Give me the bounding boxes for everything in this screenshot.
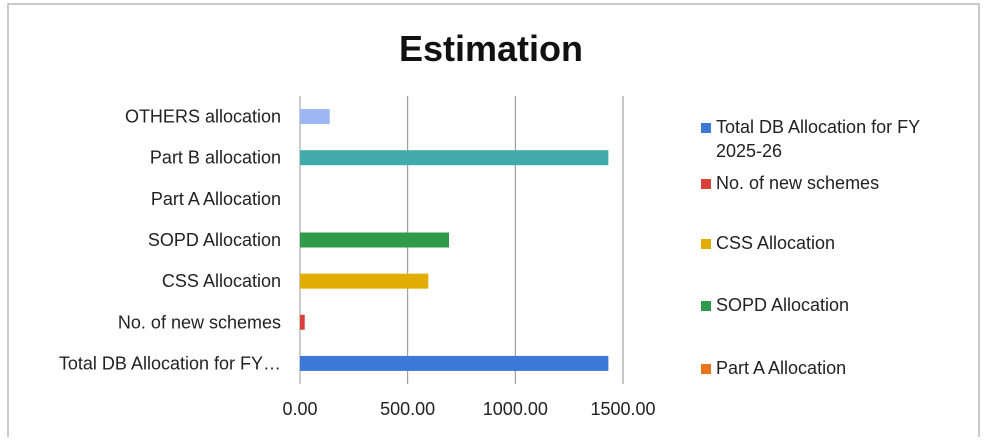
x-tick-label: 500.00 xyxy=(380,399,435,419)
category-labels: OTHERS allocation Part B allocation Part A… xyxy=(59,107,281,374)
chart-title: Estimation xyxy=(399,28,583,69)
legend-label: Part A Allocation xyxy=(716,358,846,378)
bar xyxy=(300,273,429,289)
category-label: SOPD Allocation xyxy=(148,230,281,250)
legend-swatch xyxy=(701,179,711,189)
legend-label-continued: 2025-26 xyxy=(716,141,782,161)
category-label: OTHERS allocation xyxy=(125,107,281,127)
x-tick-label: 1000.00 xyxy=(483,399,548,419)
legend-label: No. of new schemes xyxy=(716,173,879,193)
value-axis-ticks: 0.00 500.00 1000.00 1500.00 xyxy=(282,399,655,419)
legend-swatch xyxy=(701,301,711,311)
category-label: Total DB Allocation for FY… xyxy=(59,353,281,373)
bar xyxy=(300,314,305,330)
legend: Total DB Allocation for FY 2025-26 No. of … xyxy=(701,117,920,378)
legend-swatch xyxy=(701,364,711,374)
category-label: Part B allocation xyxy=(150,148,281,168)
legend-swatch xyxy=(701,239,711,249)
legend-label: SOPD Allocation xyxy=(716,295,849,315)
bar xyxy=(300,150,609,166)
x-tick-label: 0.00 xyxy=(282,399,317,419)
x-tick-label: 1500.00 xyxy=(590,399,655,419)
bars xyxy=(300,109,609,371)
category-label: CSS Allocation xyxy=(162,271,281,291)
legend-label: CSS Allocation xyxy=(716,233,835,253)
legend-label: Total DB Allocation for FY xyxy=(716,117,920,137)
bar xyxy=(300,355,609,371)
legend-swatch xyxy=(701,123,711,133)
chart-border xyxy=(7,3,980,437)
bar xyxy=(300,109,330,125)
bar xyxy=(300,232,450,248)
category-label: No. of new schemes xyxy=(118,312,281,332)
category-label: Part A Allocation xyxy=(151,189,281,209)
